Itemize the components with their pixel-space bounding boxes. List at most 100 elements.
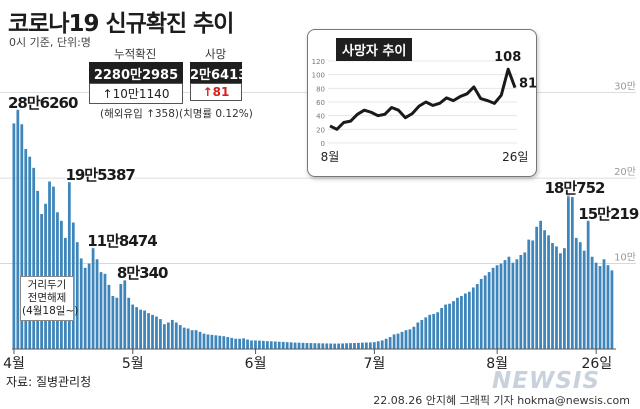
bar-107	[436, 312, 440, 349]
bar-28	[123, 280, 127, 349]
bar-73	[301, 342, 305, 349]
bar-3	[24, 149, 28, 349]
bar-85	[349, 343, 352, 349]
bar-125	[507, 256, 511, 349]
bar-146	[590, 256, 594, 349]
cumulative-change: ↑10만1140	[89, 83, 183, 104]
bar-5	[32, 167, 36, 349]
x-tick-label-2: 6월	[245, 356, 267, 372]
bar-53	[222, 336, 226, 349]
bar-94	[384, 338, 388, 349]
bar-79	[325, 343, 329, 349]
bar-151	[610, 270, 614, 349]
bar-93	[380, 340, 384, 349]
bar-147	[594, 262, 598, 349]
bar-41	[174, 322, 178, 349]
bar-128	[519, 255, 523, 349]
deaths-value: 2만6413	[190, 62, 247, 85]
bar-132	[535, 226, 539, 349]
bar-86	[353, 343, 356, 349]
bar-115	[467, 291, 471, 349]
bar-114	[464, 293, 467, 349]
bar-105	[428, 314, 432, 349]
bar-110	[448, 303, 451, 349]
bar-30	[131, 304, 135, 349]
bar-9	[48, 181, 51, 349]
chart-title: 코로나19 신규확진 추이	[8, 11, 234, 37]
bar-95	[388, 337, 392, 349]
bar-87	[357, 342, 360, 349]
bar-47	[198, 331, 202, 349]
y-tick-label-2: 30만	[614, 81, 636, 93]
inset-value-label-0: 108	[494, 50, 521, 65]
bar-21	[95, 259, 99, 349]
bar-150	[606, 265, 610, 349]
bar-55	[230, 337, 234, 349]
bar-102	[416, 322, 420, 349]
bar-45	[190, 330, 194, 349]
peak-label-4: 18만752	[544, 178, 605, 197]
bar-91	[372, 342, 376, 349]
x-tick-label-1: 5월	[122, 356, 144, 372]
bar-76	[313, 343, 317, 349]
bar-48	[202, 333, 206, 349]
bar-112	[456, 297, 459, 349]
bar-68	[281, 341, 285, 349]
bar-70	[289, 342, 293, 349]
bar-33	[143, 310, 146, 349]
bar-54	[226, 337, 230, 349]
bar-14	[67, 182, 71, 349]
x-tick-label-3: 7월	[363, 356, 385, 372]
bar-124	[503, 260, 507, 349]
bar-139	[563, 248, 566, 349]
bar-145	[586, 220, 590, 349]
callout-line3: (4월18일~)	[22, 305, 79, 317]
bar-88	[361, 342, 364, 349]
bar-37	[159, 319, 162, 349]
bar-18	[83, 267, 87, 349]
bar-140	[566, 194, 570, 349]
bar-82	[337, 343, 341, 349]
bar-60	[250, 340, 253, 349]
bar-80	[329, 343, 333, 349]
bar-109	[444, 304, 447, 349]
bar-50	[210, 334, 214, 349]
bar-35	[151, 314, 154, 349]
deaths-change: ↑81	[190, 83, 242, 101]
bar-56	[234, 338, 238, 349]
bar-27	[119, 284, 123, 349]
bar-36	[155, 316, 158, 349]
peak-label-2: 11만8474	[87, 231, 157, 250]
peak-label-5: 15만219	[578, 204, 639, 223]
bar-96	[392, 334, 396, 349]
bar-39	[166, 322, 170, 349]
bar-111	[452, 301, 455, 349]
x-axis: 4월 5월 6월 7월 8월 26일	[3, 348, 616, 372]
bar-51	[214, 335, 218, 349]
bar-67	[277, 341, 281, 349]
bar-25	[111, 296, 115, 349]
cumulative-label: 누적확진	[114, 47, 157, 61]
bar-75	[309, 343, 313, 349]
bar-49	[206, 334, 210, 349]
bar-127	[515, 259, 519, 349]
bar-24	[107, 284, 111, 349]
bar-83	[341, 343, 344, 349]
peak-label-0: 28만6260	[7, 93, 78, 112]
fatality-note: (치명률 0.12%)	[179, 108, 253, 120]
bar-34	[147, 313, 150, 349]
bar-106	[432, 313, 436, 349]
bar-123	[499, 263, 503, 349]
inset-y-tick-3: 60	[316, 99, 325, 107]
bar-119	[483, 275, 487, 349]
bar-58	[242, 338, 245, 349]
callout-line1: 거리두기	[27, 279, 67, 291]
deaths-label: 사망	[205, 47, 227, 61]
y-tick-label-0: 10만	[614, 252, 636, 264]
bar-10	[52, 186, 55, 349]
bar-46	[194, 330, 198, 349]
bar-126	[511, 262, 515, 349]
bar-2	[20, 124, 24, 349]
inset-x-tick-label-1: 26일	[502, 150, 528, 164]
peak-label-1: 19만5387	[65, 166, 135, 185]
